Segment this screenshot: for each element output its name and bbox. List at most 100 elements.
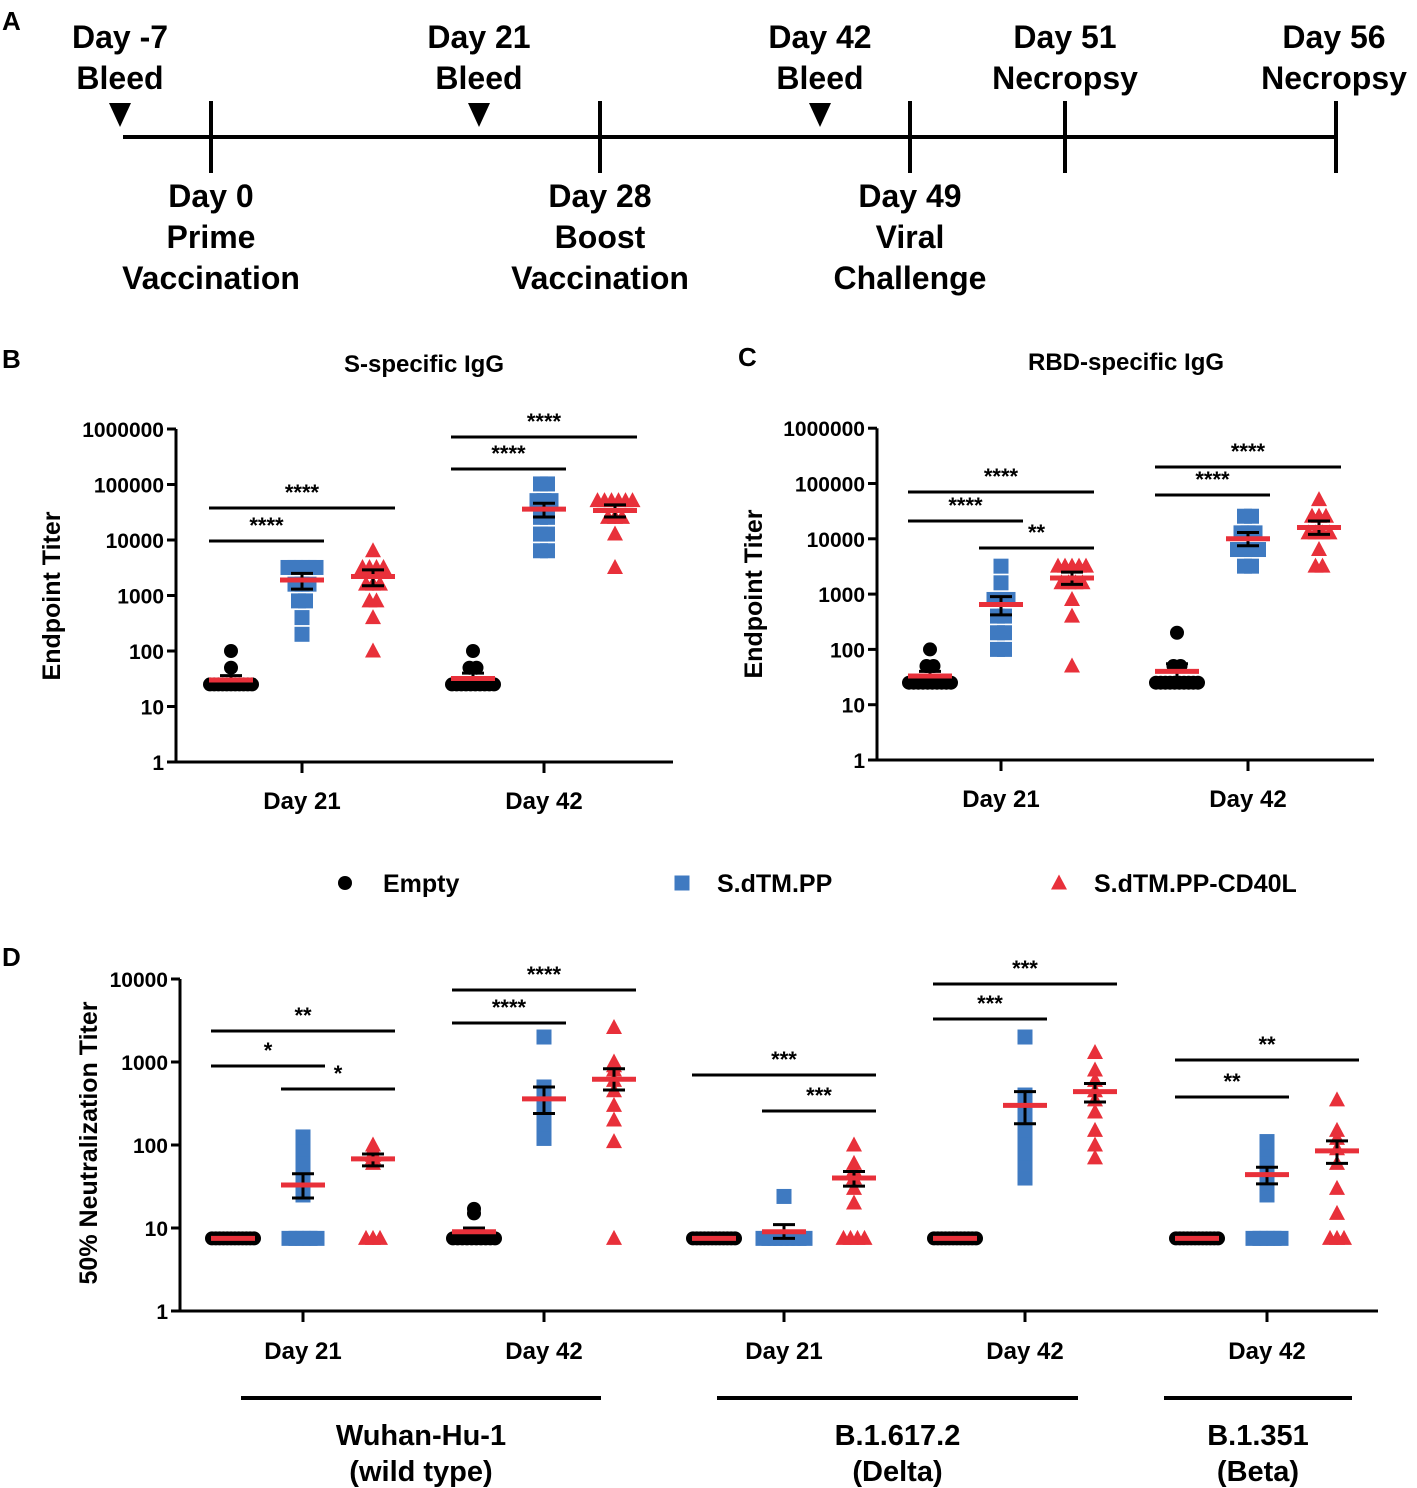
- significance-label: **: [294, 1003, 312, 1028]
- y-tick-label: 10000: [807, 529, 865, 552]
- timeline-day-49-label: Day 49: [858, 178, 961, 214]
- x-tick-label: Day 21: [264, 1338, 341, 1365]
- chart-title: S-specific IgG: [344, 351, 504, 378]
- point-sdtm-pp-cd40l: [1087, 1136, 1103, 1152]
- legend-label-2: S.dTM.PP: [717, 870, 832, 898]
- timeline-day-49-event: Viral: [876, 219, 945, 255]
- y-tick-label: 10: [141, 697, 164, 720]
- point-sdtm-pp: [309, 1230, 325, 1246]
- significance-label: ****: [492, 995, 527, 1020]
- x-tick-label: Day 21: [962, 786, 1039, 813]
- significance-label: ***: [771, 1047, 797, 1072]
- significance-label: **: [1258, 1032, 1276, 1057]
- timeline-day-0-event: Prime: [167, 219, 256, 255]
- point-empty: [1191, 675, 1205, 690]
- point-sdtm-pp-cd40l: [368, 592, 385, 608]
- point-sdtm-pp-cd40l: [365, 609, 381, 625]
- significance-label: ****: [527, 962, 562, 987]
- point-sdtm-pp: [1017, 1137, 1033, 1153]
- significance-label: **: [1223, 1069, 1241, 1094]
- y-tick-label: 1000000: [783, 418, 865, 441]
- point-sdtm-pp: [295, 1141, 311, 1157]
- y-tick-label: 10: [842, 695, 865, 718]
- timeline: Day -7 Bleed Day 0 Prime Vaccination Day 21 Bl…: [72, 19, 1407, 296]
- point-sdtm-pp-cd40l: [1064, 607, 1080, 623]
- point-sdtm-pp-cd40l: [365, 642, 381, 658]
- point-sdtm-pp-cd40l: [856, 1229, 873, 1245]
- variant-group-sublabel-1: (wild type): [349, 1456, 492, 1488]
- panel-label-a: A: [2, 6, 21, 36]
- panel-d-chart: 1 10 100 1000 10000 50% Neutralization Titer D…: [75, 956, 1378, 1488]
- point-sdtm-pp: [543, 493, 559, 509]
- timeline-day-7-label: Day -7: [72, 19, 168, 55]
- point-sdtm-pp-cd40l: [607, 558, 623, 574]
- y-tick-label: 1: [156, 1301, 168, 1324]
- point-sdtm-pp-cd40l: [1311, 491, 1327, 507]
- point-sdtm-pp: [797, 1230, 813, 1246]
- point-sdtm-pp: [540, 543, 555, 559]
- point-sdtm-pp-cd40l: [624, 492, 641, 508]
- point-sdtm-pp-cd40l: [1087, 1103, 1103, 1119]
- y-tick-label: 1: [152, 752, 164, 775]
- significance-label: **: [1028, 520, 1046, 545]
- point-sdtm-pp: [1017, 1029, 1033, 1045]
- timeline-day-28-event-line2: Vaccination: [511, 260, 689, 296]
- point-sdtm-pp-cd40l: [607, 525, 623, 541]
- point-empty: [469, 660, 484, 675]
- y-axis-label: Endpoint Titer: [38, 511, 66, 680]
- point-empty: [923, 642, 937, 657]
- point-sdtm-pp-cd40l: [606, 1133, 622, 1149]
- variant-group-label-1: Wuhan-Hu-1: [336, 1420, 506, 1452]
- x-tick-label: Day 42: [505, 1338, 582, 1365]
- point-sdtm-pp-cd40l: [846, 1154, 862, 1170]
- significance-label: ****: [285, 480, 320, 505]
- y-tick-label: 100000: [94, 475, 164, 498]
- point-sdtm-pp: [997, 641, 1012, 657]
- y-axis-label: Endpoint Titer: [740, 509, 768, 678]
- point-sdtm-pp-cd40l: [1064, 590, 1080, 606]
- y-tick-label: 1000000: [82, 419, 164, 442]
- point-sdtm-pp-cd40l: [1087, 1149, 1103, 1165]
- point-sdtm-pp-cd40l: [1078, 557, 1094, 573]
- timeline-day-56-label: Day 56: [1282, 19, 1385, 55]
- significance-label: ****: [984, 464, 1019, 489]
- point-sdtm-pp: [1244, 508, 1259, 524]
- point-sdtm-pp-cd40l: [372, 1229, 388, 1245]
- variant-group-sublabel-2: (Delta): [852, 1456, 942, 1488]
- significance-label: ***: [977, 991, 1003, 1016]
- x-tick-label: Day 42: [1209, 786, 1286, 813]
- point-sdtm-pp-cd40l: [606, 1019, 622, 1035]
- point-empty: [224, 644, 238, 658]
- point-sdtm-pp: [536, 1029, 552, 1045]
- point-sdtm-pp: [993, 558, 1009, 574]
- y-tick-label: 1: [853, 750, 865, 773]
- y-tick-label: 100: [129, 641, 164, 664]
- timeline-day-0-event-line2: Vaccination: [122, 260, 300, 296]
- point-sdtm-pp-cd40l: [1087, 1121, 1103, 1137]
- point-empty: [926, 659, 941, 674]
- point-sdtm-pp: [298, 593, 313, 609]
- legend-marker-2: [674, 875, 690, 891]
- point-sdtm-pp-cd40l: [1064, 657, 1080, 673]
- x-tick-label: Day 21: [745, 1338, 822, 1365]
- legend-label-3: S.dTM.PP-CD40L: [1094, 870, 1297, 898]
- legend-marker-3: [1051, 874, 1067, 890]
- y-tick-label: 100000: [795, 474, 865, 497]
- variant-group-label-2: B.1.617.2: [835, 1420, 961, 1452]
- point-sdtm-pp-cd40l: [846, 1194, 862, 1210]
- point-sdtm-pp-cd40l: [606, 1053, 622, 1069]
- panel-b-chart: 1 10 100 1000 10000 100000 1000000 Endpoint Tit…: [38, 351, 673, 815]
- y-tick-label: 100: [133, 1135, 168, 1158]
- significance-label: *: [334, 1061, 343, 1086]
- x-tick-label: Day 42: [505, 788, 582, 815]
- point-empty: [488, 1231, 502, 1246]
- point-sdtm-pp: [1017, 1170, 1033, 1186]
- point-sdtm-pp: [776, 1188, 792, 1204]
- point-sdtm-pp-cd40l: [1314, 557, 1331, 573]
- significance-label: ****: [1231, 439, 1266, 464]
- significance-label: ****: [1195, 467, 1230, 492]
- point-sdtm-pp-cd40l: [365, 542, 381, 558]
- panel-c-chart: 1 10 100 1000 10000 100000 1000000 Endpoint Tit…: [740, 349, 1374, 813]
- point-empty: [1170, 625, 1184, 640]
